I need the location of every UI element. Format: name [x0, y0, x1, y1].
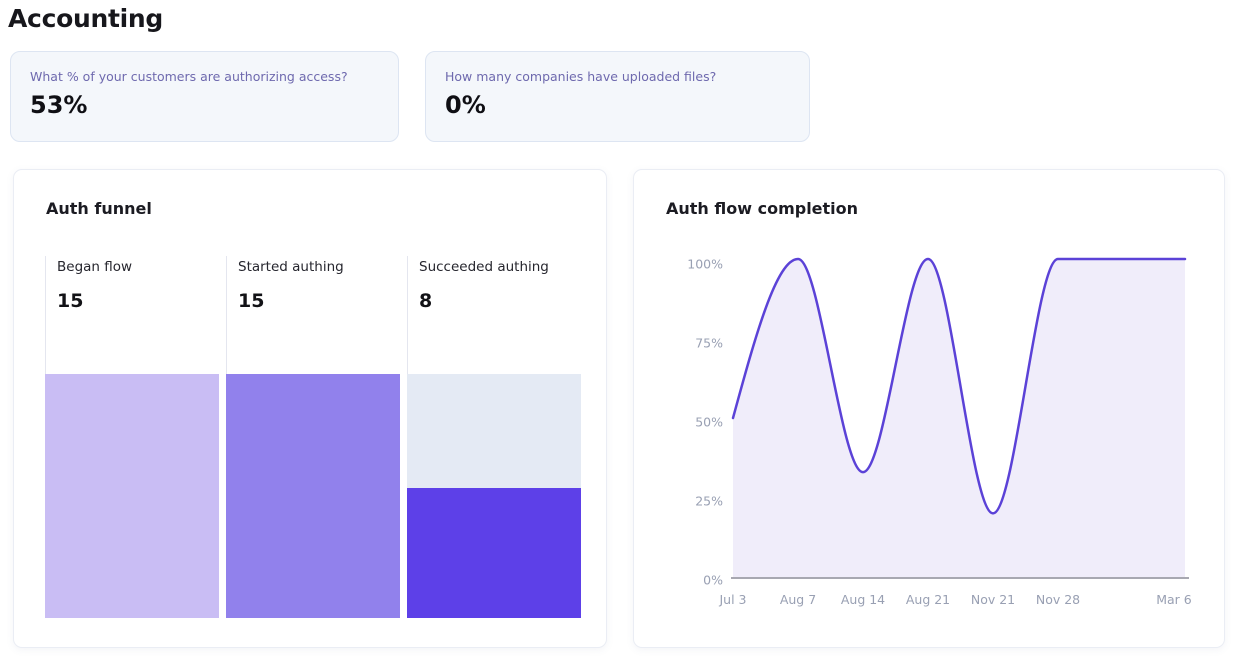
- x-axis-tick-label: Aug 14: [840, 592, 886, 607]
- charts-row: Auth funnel Began flow 15 Started authin…: [13, 169, 1225, 648]
- stat-question: How many companies have uploaded files?: [445, 69, 717, 84]
- funnel-bar: [407, 487, 581, 618]
- auth-flow-completion-card: Auth flow completion 100% 75% 50% 25% 0% Jul…: [633, 169, 1225, 648]
- funnel-stage-label: Began flow: [57, 259, 133, 275]
- auth-funnel-card: Auth funnel Began flow 15 Started authin…: [13, 169, 607, 648]
- funnel-bar-track: [226, 374, 400, 618]
- y-axis-tick-label: 100%: [687, 256, 723, 272]
- x-axis-tick-label: Mar 6: [1156, 592, 1192, 607]
- area-fill: [733, 259, 1185, 578]
- y-axis-tick-label: 0%: [703, 572, 723, 588]
- funnel-stage-label: Started authing: [238, 259, 344, 275]
- page-title: Accounting: [8, 4, 163, 33]
- x-axis-tick-label: Nov 21: [970, 592, 1016, 607]
- x-axis-tick-label: Nov 28: [1035, 592, 1081, 607]
- area-chart-plot: [731, 257, 1189, 579]
- stat-question: What % of your customers are authorizing…: [30, 69, 348, 84]
- funnel-stage-value: 15: [57, 290, 84, 312]
- stat-card-uploaded-files: How many companies have uploaded files? …: [425, 51, 810, 142]
- line-series: [731, 257, 1187, 515]
- funnel-stage-label: Succeeded authing: [419, 259, 549, 275]
- funnel-bar: [226, 374, 400, 618]
- stat-card-authorizing-access: What % of your customers are authorizing…: [10, 51, 399, 142]
- x-axis-tick-label: Jul 3: [719, 592, 747, 607]
- funnel-stage-value: 15: [238, 290, 265, 312]
- funnel-bar-track: [407, 374, 581, 618]
- funnel-bar: [45, 374, 219, 618]
- y-axis-tick-label: 50%: [695, 414, 723, 430]
- funnel-stage-started-authing: Started authing 15: [226, 256, 400, 618]
- stat-value: 0%: [445, 91, 486, 119]
- x-axis-tick-label: Aug 7: [779, 592, 817, 607]
- funnel-columns: Began flow 15 Started authing 15: [45, 256, 581, 618]
- line-chart-title: Auth flow completion: [666, 199, 859, 218]
- stat-row: What % of your customers are authorizing…: [10, 51, 810, 142]
- funnel-bar-track: [45, 374, 219, 618]
- y-axis-tick-label: 75%: [695, 335, 723, 351]
- y-axis-tick-label: 25%: [695, 493, 723, 509]
- funnel-chart-title: Auth funnel: [46, 199, 152, 218]
- funnel-stage-succeeded-authing: Succeeded authing 8: [407, 256, 581, 618]
- stat-value: 53%: [30, 91, 88, 119]
- funnel-stage-began-flow: Began flow 15: [45, 256, 219, 618]
- funnel-stage-value: 8: [419, 290, 433, 312]
- x-axis-tick-label: Aug 21: [905, 592, 951, 607]
